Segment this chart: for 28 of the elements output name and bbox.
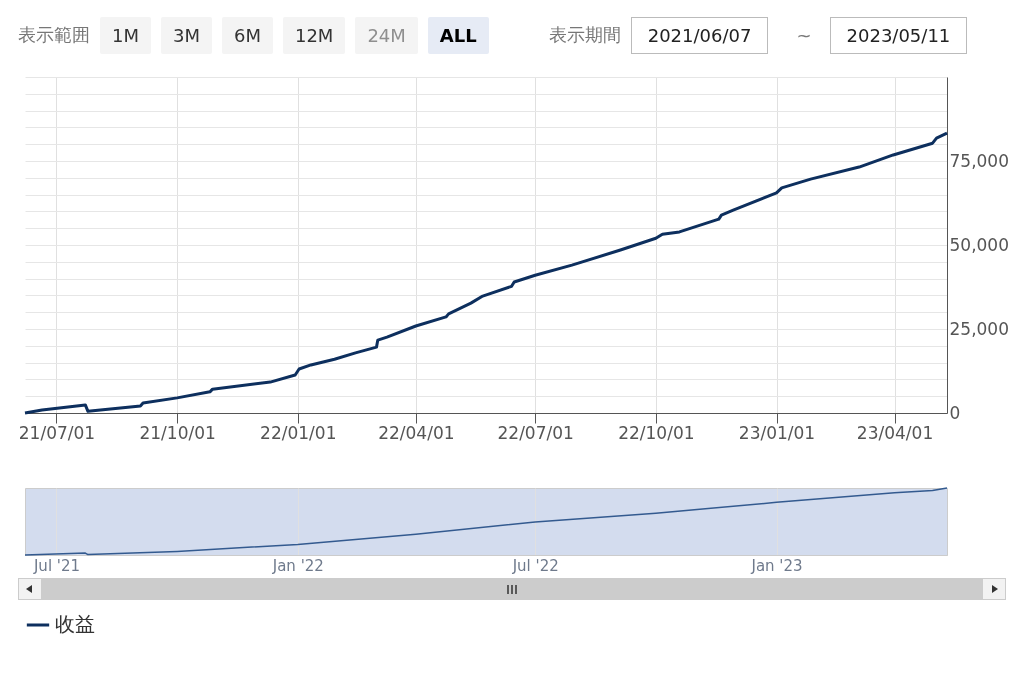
text: 表示範囲 xyxy=(18,23,90,47)
text: ~ xyxy=(796,24,812,46)
text: 1M xyxy=(100,16,151,54)
x-tick-label: 22/10/01 xyxy=(618,422,695,443)
x-tick-label: Jul '22 xyxy=(511,556,559,575)
x-tick-label: 22/04/01 xyxy=(378,422,455,443)
x-tick-label: Jan '22 xyxy=(271,556,324,575)
x-tick-label: 22/07/01 xyxy=(497,422,574,443)
text: 12M xyxy=(282,16,346,54)
legend-label: 收益 xyxy=(55,612,95,636)
text: 2021/06/07 xyxy=(630,16,769,54)
x-tick-label: 21/07/01 xyxy=(18,422,96,443)
text: 表示期間 xyxy=(548,23,621,47)
text: 2023/05/11 xyxy=(829,16,968,54)
text: ALL xyxy=(427,16,489,54)
text: 24M xyxy=(355,16,418,54)
x-tick-label: 23/04/01 xyxy=(856,422,934,443)
y-tick-label: 0 xyxy=(949,402,961,423)
x-tick-label: 21/10/01 xyxy=(139,422,216,443)
x-tick-label: 23/01/01 xyxy=(738,422,816,443)
text: 3M xyxy=(160,16,212,54)
x-tick-label: 22/01/01 xyxy=(260,422,337,443)
y-tick-label: 50,000 xyxy=(949,234,1009,255)
y-tick-label: 25,000 xyxy=(949,318,1009,339)
x-tick-label: Jan '23 xyxy=(750,556,803,575)
x-tick-label: Jul '21 xyxy=(32,556,81,575)
text: 6M xyxy=(221,16,273,54)
y-tick-label: 75,000 xyxy=(949,150,1009,171)
